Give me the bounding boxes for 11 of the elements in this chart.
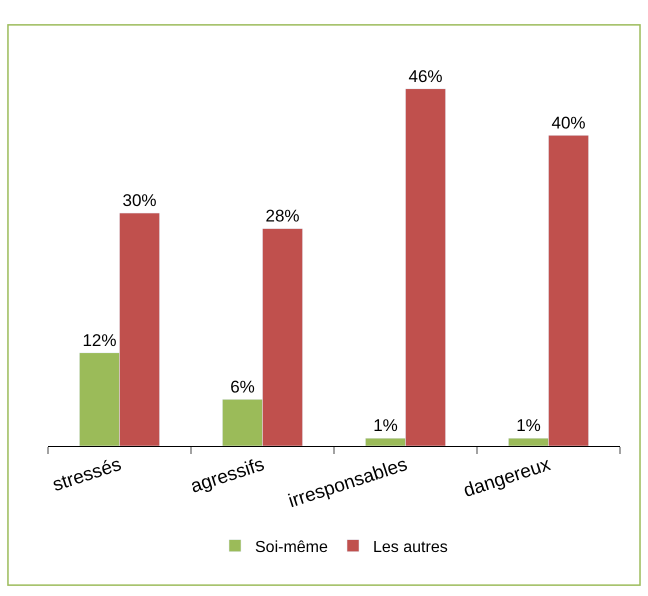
x-tick-label: stressés bbox=[50, 454, 124, 496]
data-label: 28% bbox=[266, 206, 300, 226]
data-label: 1% bbox=[516, 416, 541, 436]
data-label: 12% bbox=[82, 330, 116, 350]
data-label: 6% bbox=[230, 377, 255, 396]
data-label: 30% bbox=[122, 191, 157, 210]
data-label: 40% bbox=[552, 113, 586, 132]
data-label: 46% bbox=[408, 66, 443, 86]
legend-label: Soi-même bbox=[255, 538, 328, 556]
legend-label: Les autres bbox=[373, 538, 448, 556]
data-label: 1% bbox=[373, 416, 398, 436]
